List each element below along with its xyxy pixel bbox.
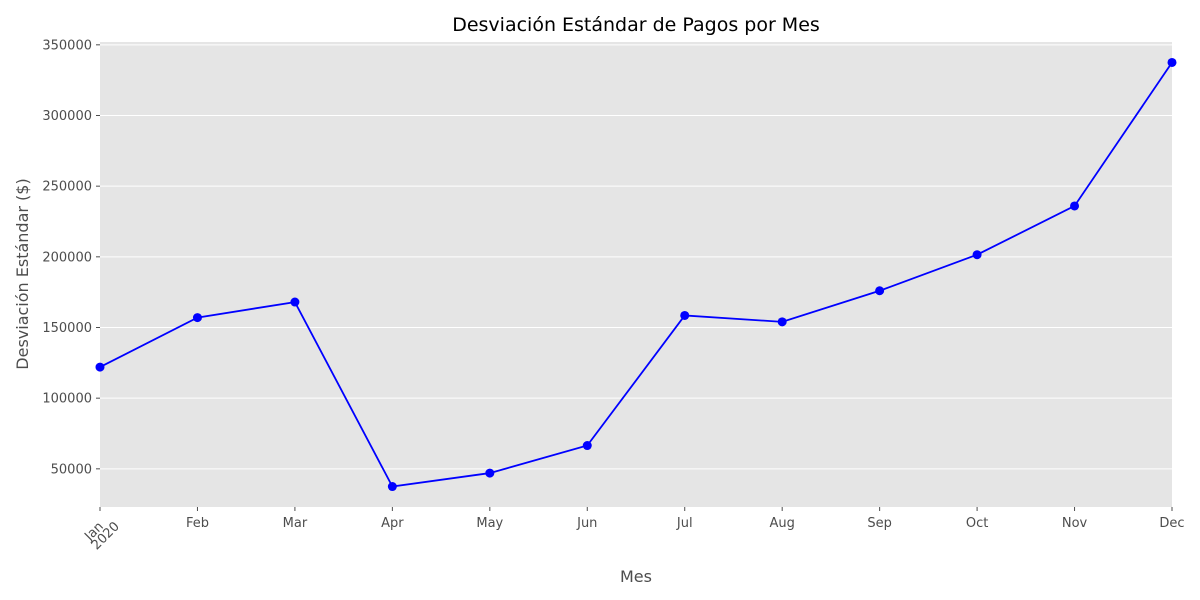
x-tick-label: Dec [1159,516,1184,531]
data-point [290,297,300,307]
y-tick-label: 350000 [42,38,92,53]
data-point [582,441,592,451]
x-tick-label: Apr [381,516,404,531]
data-point [387,482,397,492]
data-point [972,250,982,260]
y-tick-label: 250000 [42,180,92,195]
x-axis-title: Mes [620,567,652,586]
x-tick-label: May [476,516,503,531]
chart-title: Desviación Estándar de Pagos por Mes [452,14,820,36]
x-tick-label: Mar [283,516,308,531]
series-line [99,61,1173,488]
data-point [777,317,787,327]
x-tick-label: Nov [1062,516,1088,531]
grid [100,44,1172,470]
data-point [95,362,105,372]
data-point [1070,201,1080,211]
y-axis-title: Desviación Estándar ($) [13,178,32,369]
data-point [680,310,690,320]
x-tick-label: Oct [966,516,988,531]
y-ticks: 50000 100000 150000 200000 250000 300000 35000… [42,38,100,477]
y-tick-label: 300000 [42,109,92,124]
data-point [875,286,885,296]
y-tick-label: 150000 [42,321,92,336]
y-tick-label: 50000 [51,462,92,477]
series [95,57,1177,492]
x-tick-label: Sep [867,516,892,531]
y-tick-label: 100000 [42,392,92,407]
data-point [1167,57,1177,67]
plot-background [100,42,1172,507]
y-tick-label: 200000 [42,250,92,265]
x-tick-label: Feb [186,516,209,531]
x-tick-label: Jun [576,516,597,531]
data-point [485,468,495,478]
x-tick-label: Aug [769,516,794,531]
data-point [192,313,202,323]
x-tick-label: Jul [676,516,693,531]
